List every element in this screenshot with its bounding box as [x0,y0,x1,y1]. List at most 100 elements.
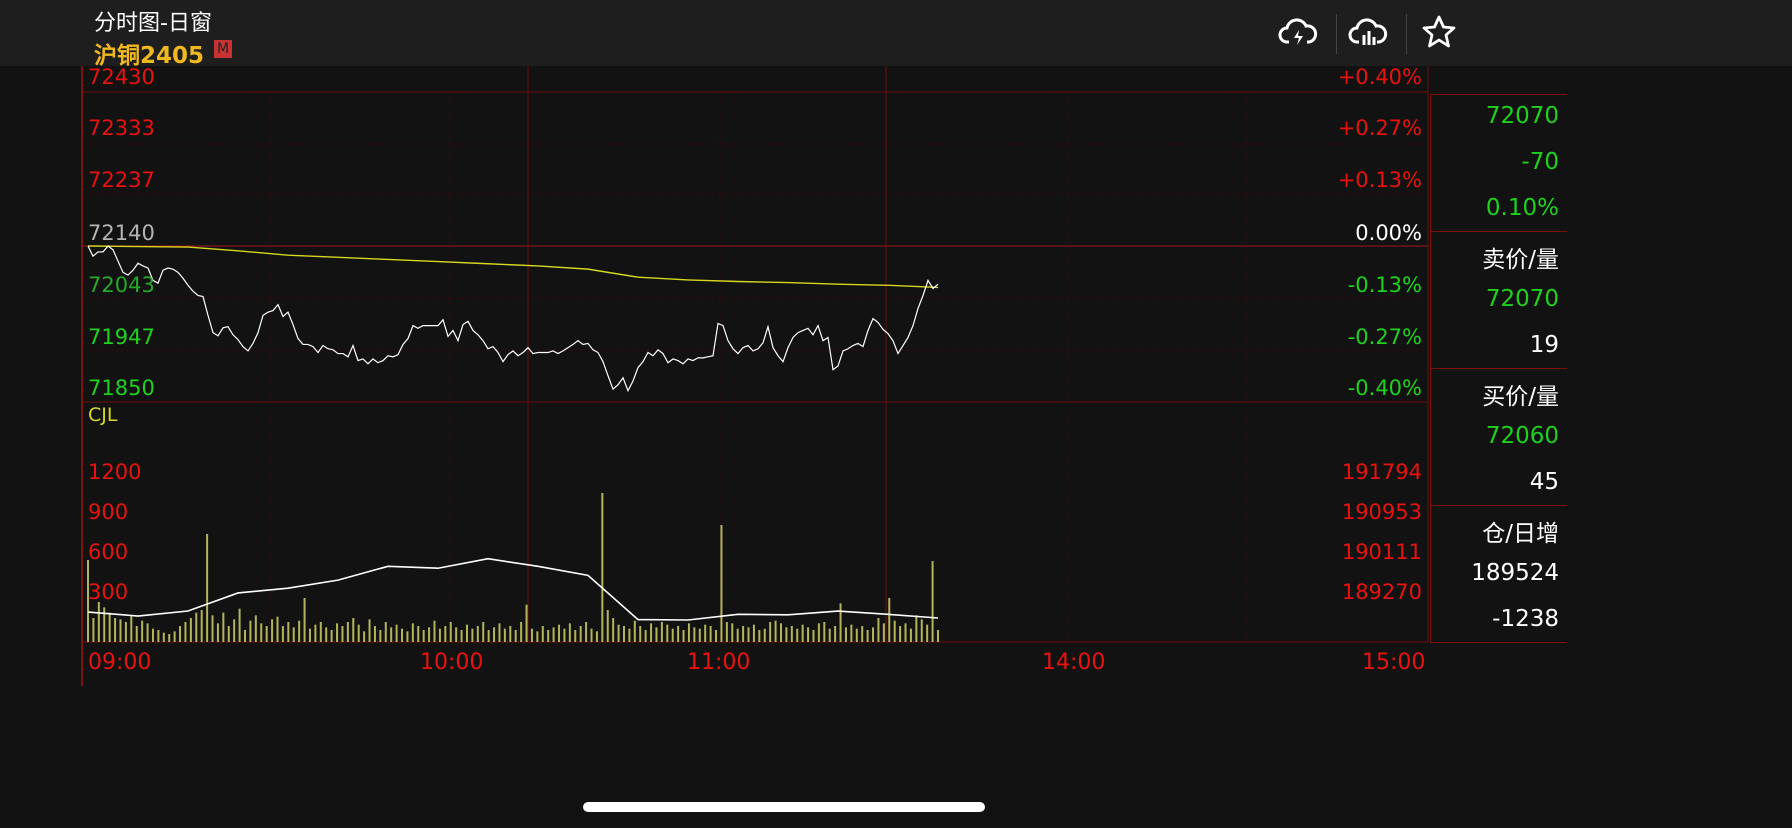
volume-bar [682,630,685,642]
volume-bar [790,626,793,642]
volume-bar [709,626,712,642]
bid-box: 买价/量 72060 45 [1430,368,1567,506]
volume-bar [390,627,393,642]
volume-bar [363,631,366,642]
percent-tick-label: -0.13% [1347,273,1422,297]
volume-bar [303,598,306,642]
volume-bar [249,620,252,642]
volume-bar [384,622,387,642]
volume-bar [747,627,750,642]
volume-bar [406,631,409,642]
volume-bar [141,620,144,642]
volume-tick-label: 1200 [88,460,142,484]
volume-bar [915,615,918,642]
volume-bar [287,622,290,642]
home-indicator[interactable] [583,802,985,812]
volume-bar [655,627,658,642]
open-interest-line [87,557,939,621]
volume-bar [162,632,165,642]
volume-bar [530,628,533,642]
volume-bar [872,627,875,642]
volume-bar [660,622,663,642]
volume-bar [547,630,550,642]
volume-bar [817,623,820,642]
volume-bar [812,630,815,642]
volume-bar [417,626,420,642]
volume-bar [520,622,523,642]
volume-bar [438,628,441,642]
volume-bar [195,612,198,642]
volume-tick-label: 900 [88,500,129,524]
volume-bar [715,630,718,642]
oi-label: 仓/日增 [1482,521,1559,547]
volume-bar [179,626,182,642]
volume-bar [493,627,496,642]
volume-bar [428,627,431,642]
volume-bar [314,624,317,642]
oi-tick-label: 190953 [1341,500,1422,524]
volume-bar [346,622,349,642]
open-interest: 189524 [1471,560,1559,586]
volume-bar [281,626,284,642]
volume-bar [460,630,463,642]
volume-bar [877,618,880,642]
volume-bar [325,627,328,642]
volume-bar [114,618,117,642]
volume-bar [124,622,127,642]
volume-bar [861,626,864,642]
cloud-bars-icon[interactable] [1348,12,1388,52]
volume-bar [298,620,301,642]
volume-bar [525,604,528,642]
volume-bar [254,615,257,642]
volume-bar [482,622,485,642]
volume-bar [779,623,782,642]
ask-volume: 19 [1529,332,1559,358]
volume-bar [568,623,571,642]
volume-bar [92,618,95,642]
volume-bar [87,560,89,642]
volume-bar [379,630,382,642]
volume-bar [330,630,333,642]
volume-bar [909,628,912,642]
volume-bar [233,619,236,642]
price-tick-label: 71850 [88,376,155,400]
volume-bar [514,630,517,642]
volume-bar [157,630,160,642]
volume-label: CJL [88,404,118,426]
star-icon[interactable] [1419,12,1459,52]
volume-bar [742,626,745,642]
volume-bar [395,624,398,642]
volume-bar [135,626,138,642]
volume-bar [866,630,869,642]
volume-bar [628,628,631,642]
divider [1406,14,1407,54]
cloud-lightning-icon[interactable] [1278,12,1318,52]
price-tick-label: 72333 [88,116,155,140]
last-price-box: 72070 -70 0.10% [1430,94,1567,232]
volume-bar [357,624,360,642]
volume-bar [725,622,728,642]
symbol-name[interactable]: 沪铜2405 [94,43,205,69]
price-tick-label: 72043 [88,273,155,297]
last-price: 72070 [1485,103,1559,129]
volume-bar [844,627,847,642]
oi-change: -1238 [1492,606,1559,632]
volume-bar [601,492,604,642]
volume-bar [606,610,609,642]
volume-bar [130,615,133,642]
volume-bar [574,630,577,642]
intraday-chart[interactable] [0,66,1430,686]
volume-bar [206,534,209,642]
volume-bar [271,619,274,642]
volume-bar [736,628,739,642]
volume-bar [146,623,149,642]
volume-bar [216,623,219,642]
percent-tick-label: +0.40% [1337,65,1422,89]
oi-tick-label: 190111 [1341,540,1422,564]
header: 分时图-日窗 沪铜2405 M [0,0,1792,69]
volume-bar [758,630,761,642]
volume-bar [585,622,588,642]
percent-tick-label: +0.13% [1337,168,1422,192]
price-tick-label: 72430 [88,65,155,89]
volume-bar [433,620,436,642]
